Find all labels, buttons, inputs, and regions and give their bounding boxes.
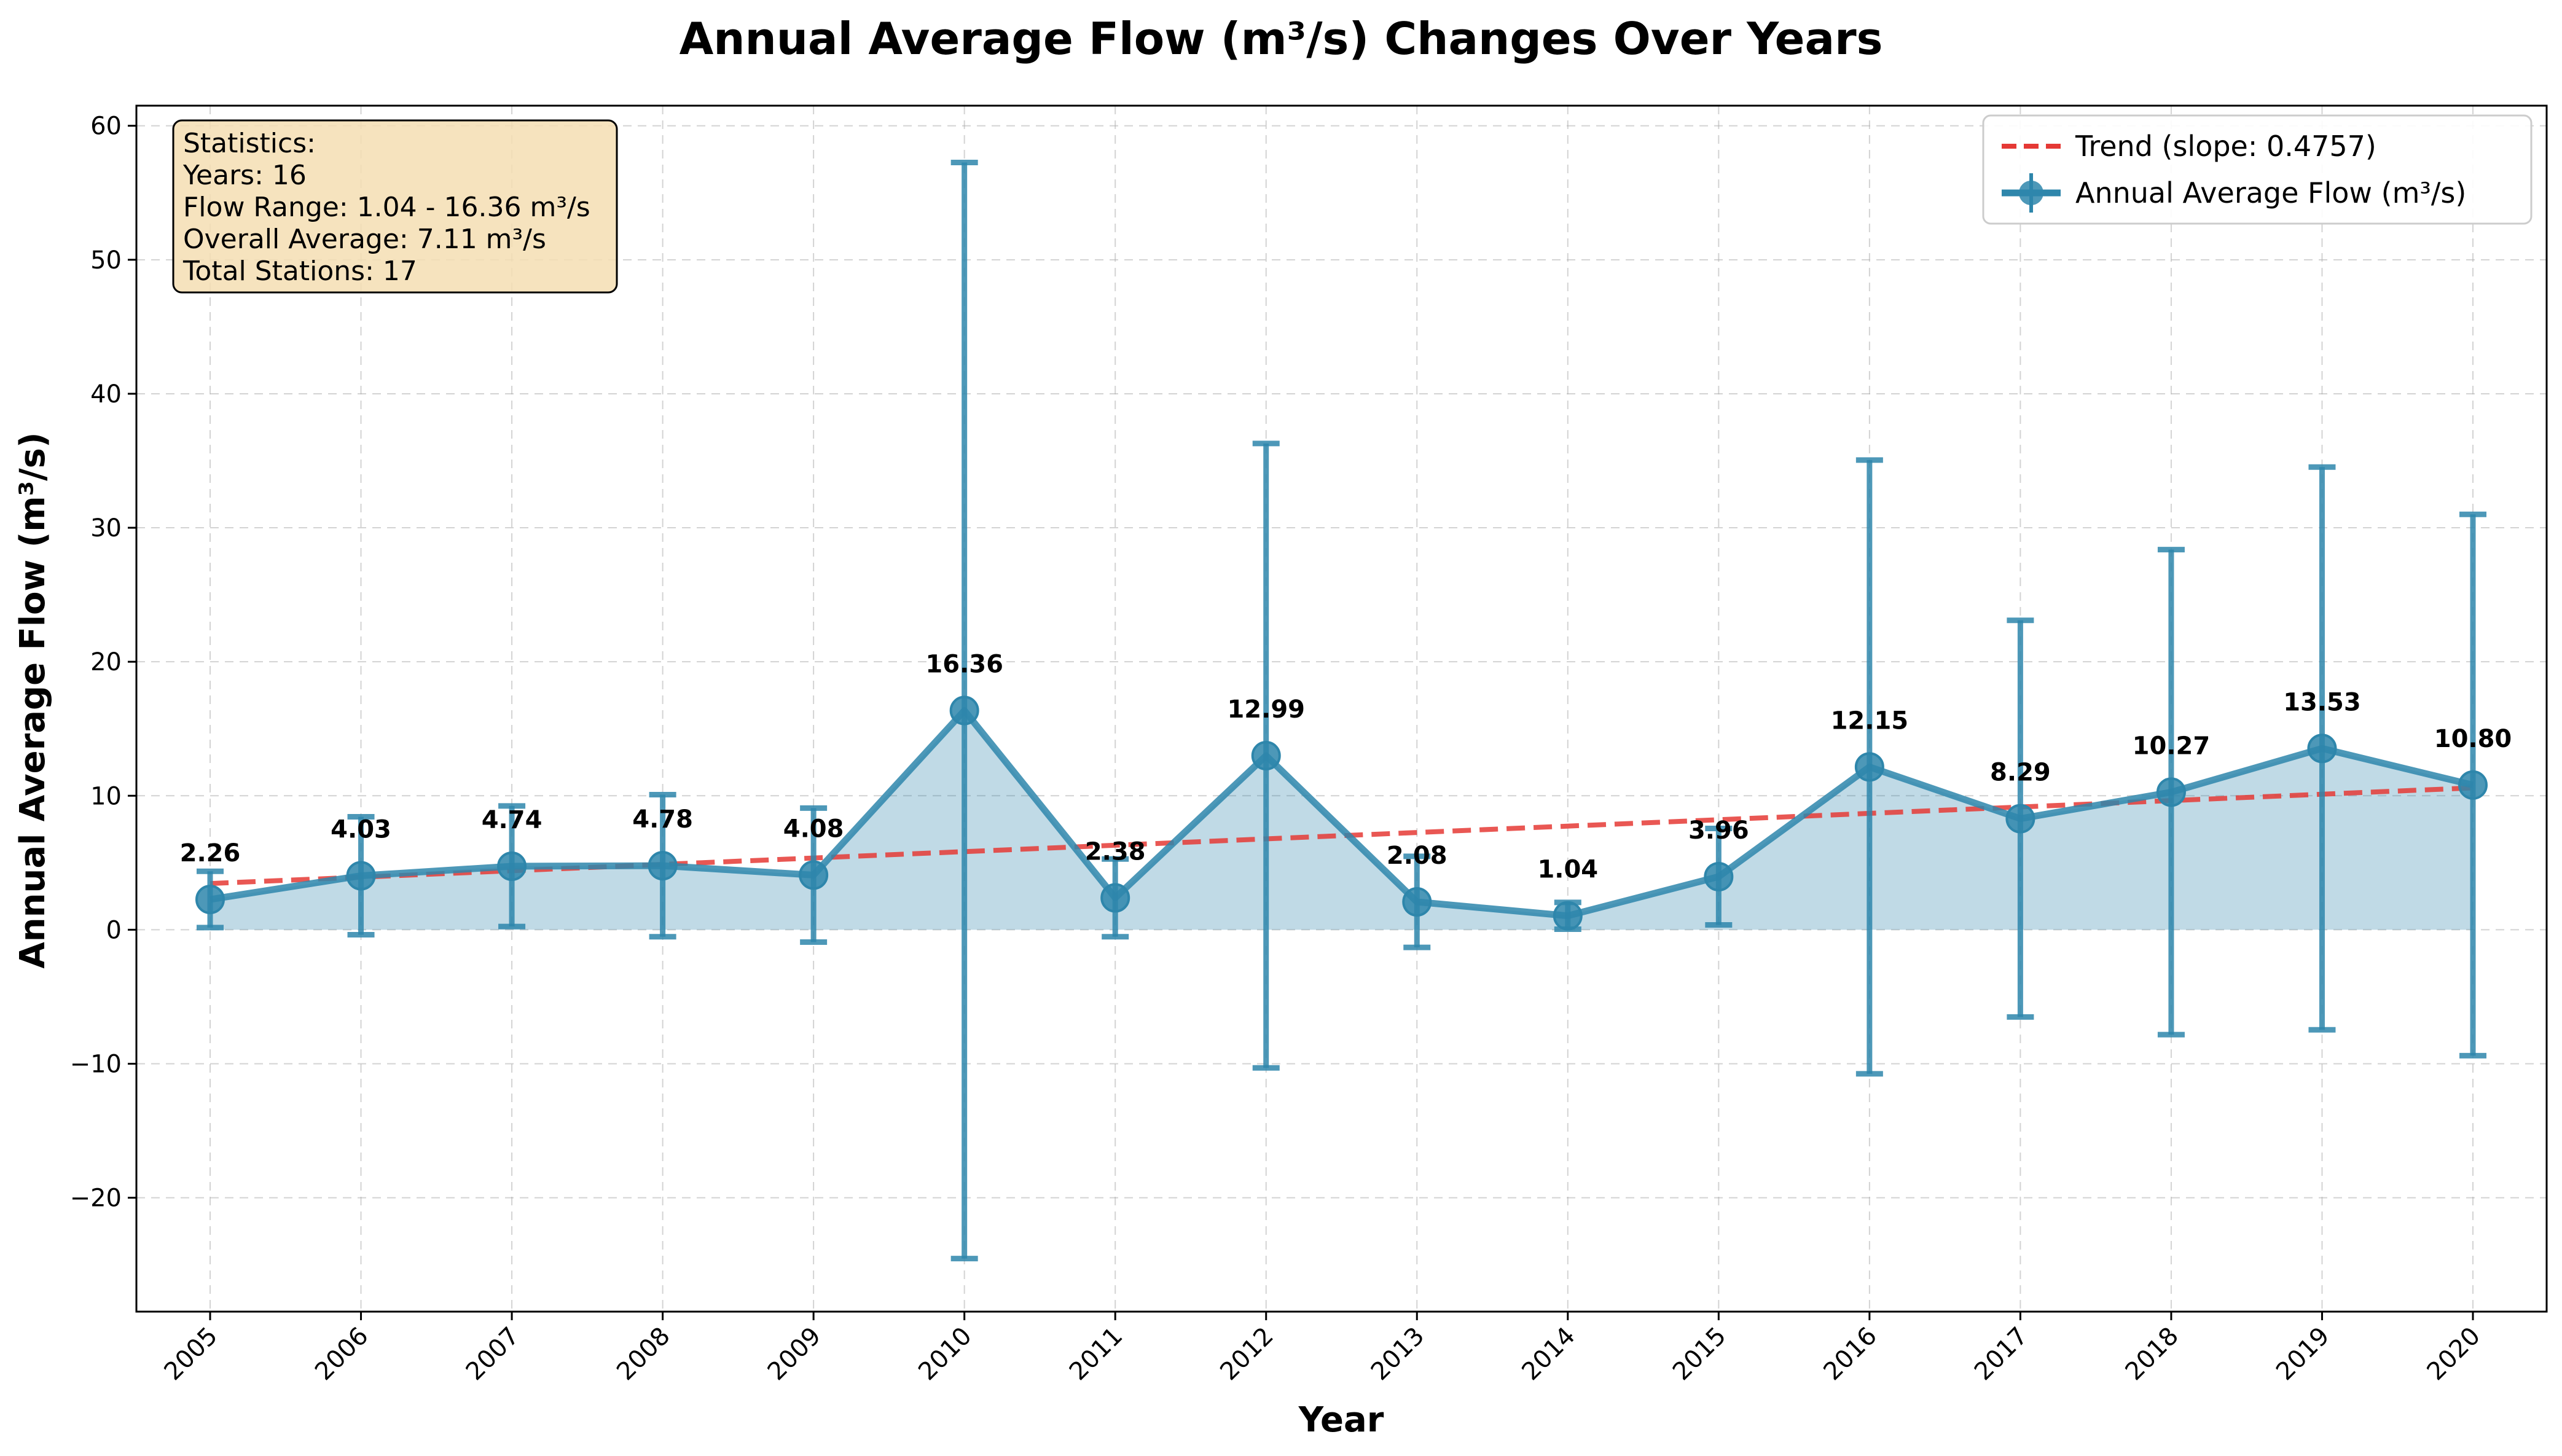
y-tick-label: 50 (90, 246, 122, 275)
stats-line: Statistics: (183, 128, 316, 159)
data-point (1402, 887, 1432, 917)
data-label: 2.08 (1387, 842, 1447, 870)
x-tick-label: 2007 (461, 1322, 525, 1387)
data-label: 8.29 (1990, 759, 2051, 787)
data-label: 10.80 (2434, 725, 2512, 753)
data-label: 3.96 (1688, 816, 1749, 845)
y-axis-label: Annual Average Flow (m³/s) (13, 432, 53, 968)
data-point (799, 860, 829, 890)
data-label: 4.03 (331, 815, 391, 843)
stats-line: Years: 16 (182, 160, 307, 191)
stats-box-background (172, 119, 618, 294)
x-tick-label: 2018 (2120, 1322, 2184, 1387)
data-point (497, 851, 527, 881)
legend-box (1982, 114, 2533, 225)
data-point (1100, 883, 1130, 913)
x-axis-label: Year (1298, 1400, 1384, 1440)
flow-series-line (210, 707, 2474, 920)
data-point (2005, 804, 2035, 834)
data-label: 4.74 (482, 806, 543, 834)
stats-line: Overall Average: 7.11 m³/s (183, 224, 546, 255)
x-tick-label: 2010 (913, 1322, 977, 1387)
data-label: 2.26 (180, 839, 241, 867)
legend-trend-label: Trend (slope: 0.4757) (2075, 130, 2376, 163)
data-point (1553, 901, 1583, 931)
data-point (949, 695, 979, 726)
plot-background (136, 106, 2547, 1312)
data-point (648, 851, 678, 881)
x-tick-label: 2011 (1064, 1322, 1129, 1387)
data-label: 4.78 (632, 805, 693, 834)
stats-line: Flow Range: 1.04 - 16.36 m³/s (183, 192, 590, 223)
data-label: 12.15 (1831, 706, 1909, 735)
data-label: 2.38 (1085, 837, 1146, 866)
data-label: 12.99 (1227, 695, 1305, 724)
chart-title: Annual Average Flow (m³/s) Changes Over … (680, 13, 1883, 65)
data-point (1854, 752, 1884, 782)
y-tick-label: 10 (90, 782, 122, 810)
plot-area: 2.26 4.03 4.74 4.78 4.08 16.36 2.38 12.99 2.08 1.… (70, 104, 2548, 1387)
x-tick-label: 2013 (1366, 1322, 1430, 1387)
x-tick-label: 2016 (1818, 1322, 1882, 1387)
x-tick-label: 2005 (159, 1322, 224, 1387)
x-tick-label: 2015 (1667, 1322, 1732, 1387)
y-tick-label: 20 (90, 648, 122, 676)
x-tick-label: 2012 (1215, 1322, 1279, 1387)
data-point (2156, 777, 2186, 807)
data-point (346, 861, 376, 891)
data-point (1704, 862, 1734, 892)
data-point (1251, 741, 1281, 771)
x-tick-label: 2009 (762, 1322, 827, 1387)
y-tick-label: −20 (70, 1184, 122, 1213)
y-tick-label: 30 (90, 514, 122, 542)
x-tick-label: 2019 (2271, 1322, 2335, 1387)
y-tick-label: −10 (70, 1050, 122, 1078)
data-label: 16.36 (925, 651, 1003, 679)
x-tick-label: 2020 (2422, 1322, 2486, 1387)
x-tick-label: 2017 (1969, 1322, 2034, 1387)
y-tick-label: 40 (90, 380, 122, 409)
data-label: 1.04 (1537, 856, 1598, 884)
x-tick-label: 2008 (611, 1322, 676, 1387)
y-tick-label: 60 (90, 112, 122, 141)
x-tick-label: 2014 (1516, 1322, 1581, 1387)
x-tick-label: 2006 (310, 1322, 374, 1387)
data-point (2458, 770, 2488, 800)
legend-flow-swatch-marker (2019, 181, 2043, 205)
data-label: 13.53 (2283, 688, 2361, 716)
legend-flow-label: Annual Average Flow (m³/s) (2075, 176, 2466, 209)
y-tick-label: 0 (106, 916, 122, 944)
stats-line: Total Stations: 17 (182, 256, 417, 287)
data-label: 10.27 (2133, 732, 2211, 760)
legend: Trend (slope: 0.4757) Annual Average Flow… (1982, 114, 2533, 225)
data-label: 4.08 (783, 815, 844, 843)
plot-frame (135, 104, 2548, 1313)
data-point (195, 885, 225, 915)
data-point (2307, 734, 2337, 764)
